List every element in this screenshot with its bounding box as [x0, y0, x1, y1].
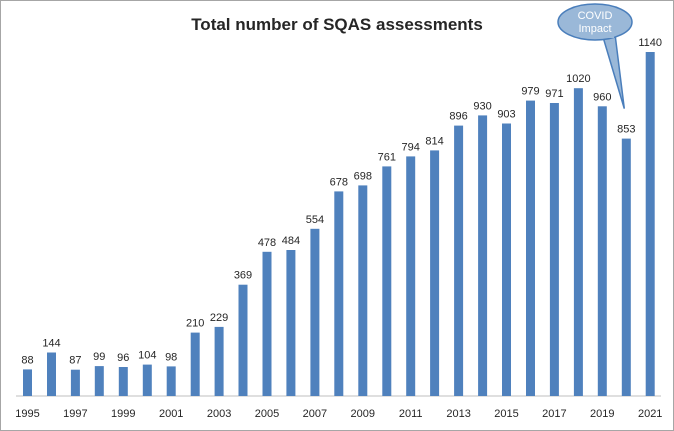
data-label-2010: 761 — [378, 151, 396, 163]
data-label-2011: 794 — [402, 141, 420, 153]
bar-2015 — [502, 123, 511, 396]
bar-series — [23, 52, 655, 397]
bar-1996 — [47, 352, 56, 396]
x-tick-labels: 1995 1997 1999 2001 2003 2005 2007 2009 2011 2013… — [15, 408, 662, 420]
data-label-2004: 369 — [234, 270, 252, 282]
data-label-2013: 896 — [449, 111, 467, 123]
bar-1999 — [118, 367, 128, 396]
x-tick-1999: 1999 — [111, 408, 135, 420]
data-labels: 88 144 87 99 96 104 98 210 229 369 478 484 554 678 698… — [21, 37, 662, 367]
data-label-2012: 814 — [425, 135, 443, 147]
callout-seam — [604, 34, 614, 38]
bar-2020 — [621, 138, 631, 396]
data-label-2006: 484 — [282, 235, 300, 247]
bar-2016 — [526, 100, 535, 396]
data-label-2001: 98 — [165, 351, 177, 363]
bar-2018 — [573, 88, 583, 396]
bar-2008 — [334, 191, 344, 396]
data-label-2015: 903 — [497, 109, 515, 121]
bar-2007 — [310, 228, 320, 396]
bar-2012 — [430, 150, 440, 396]
bar-2009 — [358, 185, 368, 396]
x-tick-2021: 2021 — [638, 408, 662, 420]
data-label-2019: 960 — [593, 91, 611, 103]
bar-2005 — [262, 251, 272, 396]
bar-1995 — [23, 369, 32, 396]
data-label-1998: 99 — [93, 351, 105, 363]
data-label-2017: 971 — [545, 88, 563, 100]
x-tick-2017: 2017 — [542, 408, 566, 420]
x-tick-2005: 2005 — [255, 408, 279, 420]
bar-2006 — [286, 250, 296, 396]
x-tick-2013: 2013 — [446, 408, 470, 420]
data-label-2008: 678 — [330, 176, 348, 188]
bar-2019 — [597, 106, 607, 397]
bar-2004 — [238, 284, 248, 396]
data-label-1999: 96 — [117, 352, 129, 364]
x-tick-2015: 2015 — [494, 408, 518, 420]
data-label-2002: 210 — [186, 318, 204, 330]
bar-2017 — [549, 103, 559, 396]
data-label-2009: 698 — [354, 170, 372, 182]
data-label-1997: 87 — [69, 355, 81, 367]
bar-2013 — [454, 125, 464, 396]
callout-bubble — [557, 3, 633, 41]
data-label-1995: 88 — [21, 354, 33, 366]
data-label-2005: 478 — [258, 237, 276, 249]
bar-2003 — [214, 326, 224, 396]
data-label-2003: 229 — [210, 312, 228, 324]
bar-2001 — [166, 366, 176, 396]
x-tick-2007: 2007 — [303, 408, 327, 420]
bar-2014 — [478, 115, 488, 397]
data-label-2020: 853 — [617, 124, 635, 136]
callout-text-line: Impact — [578, 23, 611, 35]
data-label-2021: 1140 — [638, 37, 662, 49]
chart-title: Total number of SQAS assessments — [191, 15, 483, 34]
bar-2021 — [645, 52, 655, 396]
data-label-2007: 554 — [306, 214, 324, 226]
data-label-2016: 979 — [521, 86, 539, 98]
bar-2000 — [142, 364, 152, 396]
x-tick-2009: 2009 — [351, 408, 375, 420]
x-tick-1997: 1997 — [63, 408, 87, 420]
bar-2011 — [406, 156, 416, 396]
x-tick-2003: 2003 — [207, 408, 231, 420]
x-tick-1995: 1995 — [15, 408, 39, 420]
data-label-2000: 104 — [138, 350, 156, 362]
bar-2010 — [382, 166, 392, 396]
bar-1998 — [94, 366, 104, 396]
data-label-2018: 1020 — [566, 73, 590, 85]
x-tick-2011: 2011 — [399, 408, 423, 420]
x-tick-2019: 2019 — [590, 408, 614, 420]
data-label-1996: 144 — [42, 338, 60, 350]
bar-1997 — [70, 369, 80, 396]
bar-2002 — [190, 332, 200, 396]
x-tick-2001: 2001 — [159, 408, 183, 420]
data-label-2014: 930 — [473, 100, 491, 112]
callout-text-line: COVID — [578, 10, 613, 22]
